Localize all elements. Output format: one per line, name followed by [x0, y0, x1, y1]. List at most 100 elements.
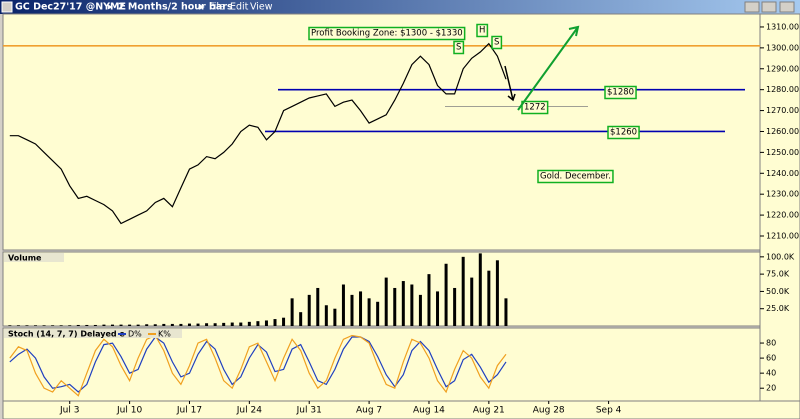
y-tick-label: 25.0K — [766, 304, 790, 313]
volume-bar — [461, 256, 465, 326]
volume-bar — [128, 324, 132, 326]
x-tick-label: Jul 17 — [176, 406, 202, 416]
legend-label: D% — [128, 330, 142, 339]
y-tick-label: 1280.00 — [766, 85, 799, 94]
menu-item[interactable]: View — [250, 2, 273, 13]
volume-bar — [256, 321, 260, 326]
panel-header — [4, 253, 64, 262]
maximize-button[interactable] — [761, 1, 777, 13]
annotation: 1272 — [524, 103, 546, 113]
volume-bar — [110, 324, 114, 326]
minimize-button[interactable] — [744, 1, 760, 13]
y-tick-label: 1230.00 — [766, 190, 799, 199]
x-tick-label: Jul 3 — [59, 406, 79, 416]
volume-bar — [299, 312, 303, 326]
data-line — [9, 334, 507, 397]
volume-bar — [25, 325, 29, 326]
separator: ▸ — [108, 2, 113, 13]
volume-bar — [324, 305, 328, 326]
menu-item[interactable]: File — [209, 2, 225, 13]
volume-bar — [153, 324, 157, 326]
volume-bar — [359, 291, 363, 326]
annotation: H — [479, 26, 485, 36]
volume-bar — [239, 322, 243, 326]
volume-bar — [307, 294, 311, 326]
volume-bar — [495, 260, 499, 326]
volume-bar — [230, 322, 234, 326]
volume-bar — [401, 281, 405, 326]
volume-bar — [68, 325, 72, 326]
volume-bar — [384, 277, 388, 326]
volume-bar — [418, 294, 422, 326]
plot-layer: 1210.00 1220.00 1230.00 1240.00 1250.00 1260.… — [3, 22, 799, 416]
x-tick-label: Sep 4 — [596, 406, 622, 416]
time-axis-area — [2, 400, 800, 419]
volume-bar — [8, 325, 12, 326]
annotation-box — [521, 100, 549, 115]
volume-bar — [504, 298, 508, 326]
y-tick-label: 20 — [766, 384, 776, 393]
interval: 2 Months/2 hour bars — [118, 2, 233, 13]
y-tick-label: 1240.00 — [766, 169, 799, 178]
x-tick-label: Jul 31 — [296, 406, 322, 416]
y-tick-label: 1260.00 — [766, 127, 799, 136]
title-bar — [0, 0, 800, 14]
symbol: GC Dec27'17 @NYME — [15, 2, 126, 13]
x-tick-label: Jul 24 — [236, 406, 262, 416]
annotation: Gold. December. — [540, 172, 611, 182]
volume-bar — [273, 319, 277, 326]
y-tick-label: 1270.00 — [766, 106, 799, 115]
volume-panel — [2, 251, 761, 327]
menu-item[interactable]: Edit — [230, 2, 249, 13]
volume-bar — [487, 270, 491, 326]
volume-bar — [51, 325, 55, 326]
y-tick-label: 1210.00 — [766, 231, 799, 240]
volume-bar — [264, 320, 268, 326]
volume-bar — [170, 323, 174, 326]
volume-bar — [85, 324, 89, 326]
volume-bar — [179, 323, 183, 326]
volume-bar — [393, 287, 397, 326]
volume-bar — [478, 253, 482, 326]
y-tick-label: 75.0K — [766, 270, 790, 279]
volume-bar — [59, 325, 63, 326]
volume-bar — [316, 287, 320, 326]
volume-bar — [196, 323, 200, 326]
volume-bar — [290, 298, 294, 326]
volume-bar — [222, 322, 226, 326]
volume-bar — [76, 324, 80, 326]
x-tick-label: Jul 10 — [116, 406, 142, 416]
volume-bar — [341, 284, 345, 326]
volume-bar — [42, 325, 46, 326]
y-tick-label: 1310.00 — [766, 22, 799, 31]
volume-bar — [367, 298, 371, 326]
y-tick-label: 100.0K — [766, 252, 795, 261]
x-tick-label: Aug 28 — [533, 406, 565, 416]
volume-bar — [187, 323, 191, 326]
volume-bar — [145, 324, 149, 326]
volume-bar — [34, 325, 38, 326]
volume-bar — [102, 324, 106, 326]
arrow — [517, 25, 580, 111]
y-tick-label: 60 — [766, 354, 776, 363]
volume-bar — [16, 325, 20, 326]
legend-label: K% — [158, 330, 171, 339]
y-tick-label: 1220.00 — [766, 211, 799, 220]
annotation-box — [607, 125, 640, 140]
y-tick-label: 1300.00 — [766, 43, 799, 52]
volume-bar — [136, 324, 140, 326]
close-button[interactable] — [779, 1, 795, 13]
annotation: S — [456, 43, 461, 53]
y-tick-label: 80 — [766, 339, 776, 348]
separator: ▸ — [200, 2, 205, 13]
y-tick-label: 1290.00 — [766, 64, 799, 73]
annotation-box — [453, 40, 465, 55]
annotation: $1260 — [610, 128, 637, 138]
volume-bar — [427, 274, 431, 326]
y-tick-label: 50.0K — [766, 287, 790, 296]
value-axis-area — [759, 13, 800, 402]
volume-bar — [162, 323, 166, 326]
app-icon[interactable] — [1, 1, 13, 13]
annotation-box — [491, 35, 503, 50]
